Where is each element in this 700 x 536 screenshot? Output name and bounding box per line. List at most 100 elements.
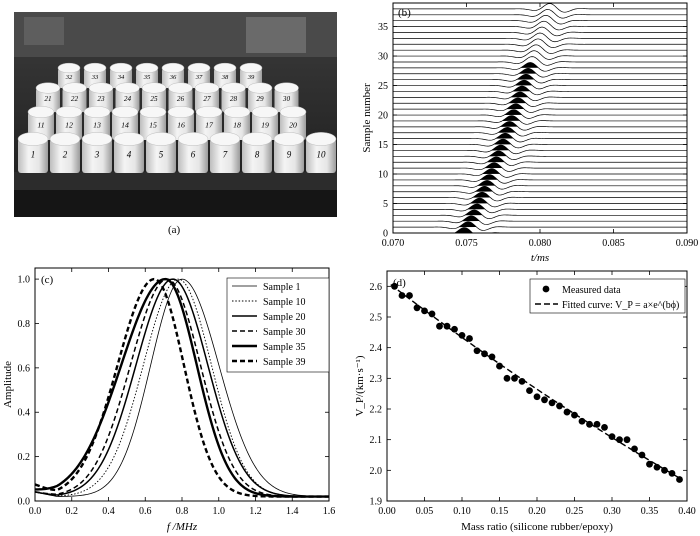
measured-point bbox=[406, 292, 413, 299]
waveform-fill bbox=[506, 103, 525, 110]
measured-point bbox=[601, 424, 608, 431]
x-tick-label: 0.075 bbox=[455, 238, 478, 249]
photo-box-right bbox=[246, 17, 306, 53]
cylinder-top bbox=[279, 106, 307, 118]
measured-point bbox=[676, 476, 683, 483]
y-tick-label: 10 bbox=[378, 170, 388, 181]
spectrum-line bbox=[34, 278, 329, 498]
y-tick-label: 2.1 bbox=[370, 435, 383, 446]
measured-point bbox=[653, 463, 661, 471]
measured-point bbox=[458, 332, 466, 339]
sample-cylinder: 6 bbox=[177, 132, 209, 173]
cylinder-top bbox=[195, 106, 223, 118]
measured-point bbox=[586, 420, 593, 428]
y-axis-label: Amplitude bbox=[2, 361, 14, 408]
waveform-trace bbox=[393, 9, 687, 19]
cylinder-body bbox=[89, 88, 113, 112]
cylinder-top bbox=[247, 82, 273, 94]
legend-marker bbox=[542, 285, 550, 293]
waveform-trace bbox=[393, 162, 687, 172]
sample-cylinder: 1 bbox=[17, 132, 49, 173]
x-tick-label: 0.40 bbox=[678, 506, 696, 517]
measured-point bbox=[473, 347, 481, 355]
cylinder-top bbox=[251, 106, 279, 118]
y-tick-label: 0.6 bbox=[18, 363, 31, 374]
waveform-trace bbox=[393, 150, 687, 161]
measured-point bbox=[593, 420, 601, 428]
waveform-fill bbox=[479, 174, 498, 180]
y-tick-label: 1.0 bbox=[18, 275, 31, 286]
cylinder-top bbox=[239, 62, 263, 74]
y-tick-label: 0 bbox=[383, 229, 388, 240]
waveform-trace bbox=[393, 79, 687, 90]
waveform-fill bbox=[502, 115, 520, 121]
waveform-trace bbox=[393, 197, 687, 208]
waveform-fill bbox=[469, 198, 488, 204]
waveform-trace bbox=[393, 144, 687, 155]
measured-point bbox=[668, 470, 676, 477]
cylinder-label: 36 bbox=[169, 74, 177, 81]
waveform-fill bbox=[477, 180, 496, 186]
measured-point bbox=[443, 322, 451, 330]
waveform-fill bbox=[491, 145, 510, 151]
cylinder-top bbox=[135, 62, 159, 74]
y-tick-label: 5 bbox=[383, 199, 388, 210]
cylinder-top bbox=[213, 62, 237, 74]
measured-point bbox=[541, 396, 548, 404]
measured-point bbox=[608, 433, 616, 440]
y-axis-label: V_P/(km·s⁻¹) bbox=[354, 355, 366, 416]
panel-d-label: (d) bbox=[393, 277, 406, 289]
measured-point bbox=[451, 325, 458, 333]
cylinder-body bbox=[82, 139, 112, 173]
waveform-fill bbox=[474, 186, 493, 192]
cylinder-label: 23 bbox=[97, 95, 105, 103]
measured-point bbox=[526, 387, 533, 394]
waveform-fill bbox=[458, 221, 477, 228]
x-tick-label: 0.070 bbox=[382, 238, 405, 249]
waveform-trace bbox=[393, 103, 687, 113]
x-tick-label: 1.0 bbox=[213, 506, 226, 517]
y-tick-label: 0.0 bbox=[18, 497, 31, 508]
sample-cylinder: 7 bbox=[209, 132, 241, 173]
cylinder-label: 19 bbox=[261, 120, 269, 129]
waveform-trace bbox=[393, 168, 687, 178]
waveform-trace bbox=[393, 138, 687, 149]
x-tick-label: 0.4 bbox=[102, 506, 115, 517]
waveform-trace bbox=[393, 115, 687, 125]
sample-cylinder: 3 bbox=[81, 132, 113, 173]
cylinder-top bbox=[57, 62, 81, 74]
measured-point bbox=[466, 335, 473, 342]
sample-photo: 32 33 34 35 36 37 38 39 21 22 23 24 25 26 27 28 29 30 11 12… bbox=[14, 12, 337, 217]
cylinder-top bbox=[145, 132, 177, 146]
panel-a-caption: (a) bbox=[168, 224, 181, 236]
x-axis-label: t/ms bbox=[531, 252, 549, 264]
cylinder-body bbox=[274, 88, 299, 112]
x-tick-label: 0.8 bbox=[176, 506, 189, 517]
cylinder-label: 16 bbox=[177, 120, 185, 129]
waveform-trace bbox=[393, 68, 687, 78]
waveform-fill bbox=[486, 156, 505, 163]
sample-cylinder: 26 bbox=[168, 82, 193, 112]
y-tick-label: 0.4 bbox=[18, 408, 31, 419]
cylinder-body bbox=[168, 88, 193, 112]
sample-cylinder: 17 bbox=[195, 106, 223, 140]
sample-cylinder: 23 bbox=[88, 82, 114, 112]
waveform-trace bbox=[393, 186, 687, 196]
cylinder-top bbox=[177, 132, 209, 146]
cylinder-top bbox=[115, 82, 140, 94]
cylinder-label: 18 bbox=[233, 120, 241, 129]
cylinder-label: 24 bbox=[124, 95, 132, 103]
sample-cylinder: 24 bbox=[115, 82, 140, 112]
measured-point bbox=[638, 451, 646, 459]
waveform-traces bbox=[393, 3, 687, 233]
waveform-fill bbox=[516, 74, 535, 80]
spectrum-line bbox=[34, 277, 329, 498]
x-tick-label: 0.080 bbox=[529, 238, 552, 249]
waveform-trace bbox=[393, 85, 687, 96]
cylinder-top bbox=[111, 106, 139, 118]
waveform-trace bbox=[393, 109, 687, 119]
x-axis-label: f /MHz bbox=[167, 521, 198, 533]
cylinder-label: 17 bbox=[205, 120, 214, 129]
